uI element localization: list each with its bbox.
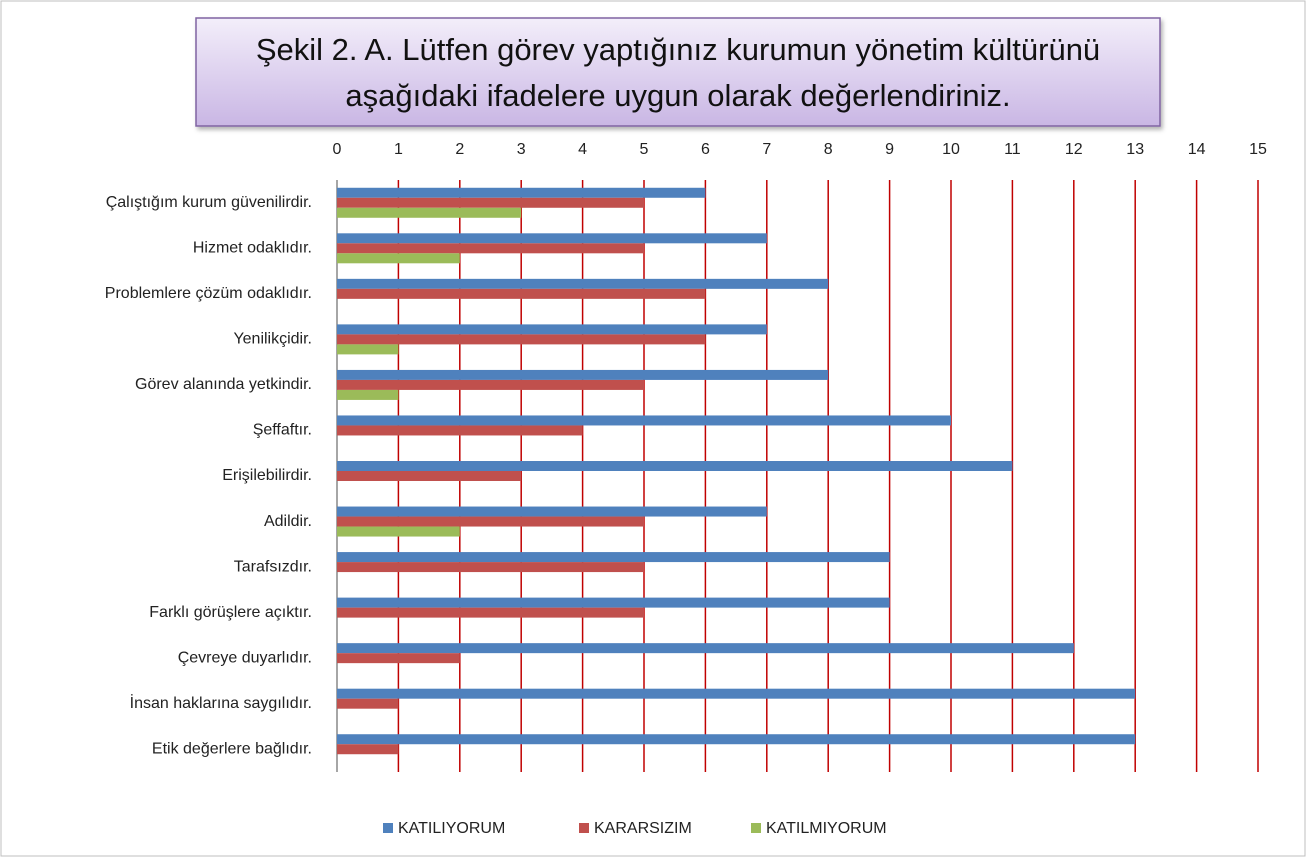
y-tick-label: Farklı görüşlere açıktır.: [149, 604, 312, 621]
x-tick-label: 5: [640, 141, 649, 158]
title-box: [195, 17, 1161, 127]
bar: [337, 389, 399, 400]
bar: [337, 233, 767, 244]
bar: [337, 653, 460, 664]
bar: [337, 197, 644, 208]
y-tick-label: Hizmet odaklıdır.: [193, 240, 312, 257]
x-tick-label: 12: [1065, 141, 1083, 158]
y-tick-label: Etik değerlere bağlıdır.: [152, 740, 312, 757]
y-tick-label: Problemlere çözüm odaklıdır.: [105, 285, 312, 302]
bar: [337, 369, 829, 380]
legend-label: KATILMIYORUM: [766, 820, 887, 837]
bar: [337, 643, 1074, 654]
bar: [337, 698, 399, 709]
bar: [337, 379, 644, 390]
x-tick-label: 10: [942, 141, 960, 158]
x-tick-label: 11: [1004, 141, 1021, 158]
y-tick-label: Görev alanında yetkindir.: [135, 376, 312, 393]
bar: [337, 607, 644, 618]
bar: [337, 243, 644, 254]
x-tick-label: 13: [1126, 141, 1144, 158]
legend-swatch: [751, 823, 761, 833]
x-tick-label: 2: [455, 141, 464, 158]
y-tick-label: Adildir.: [264, 513, 312, 530]
y-tick-label: İnsan haklarına saygılıdır.: [130, 693, 312, 712]
bar: [337, 344, 399, 355]
x-tick-label: 9: [885, 141, 894, 158]
x-tick-label: 14: [1188, 141, 1206, 158]
x-tick-label: 8: [824, 141, 833, 158]
bar: [337, 425, 583, 436]
chart-title: aşağıdaki ifadelere uygun olarak değerle…: [345, 78, 1010, 113]
bar: [337, 516, 644, 527]
x-tick-label: 0: [333, 141, 342, 158]
legend-swatch: [579, 823, 589, 833]
x-tick-label: 7: [762, 141, 771, 158]
bar: [337, 415, 951, 426]
x-tick-label: 15: [1249, 141, 1267, 158]
x-tick-label: 1: [394, 141, 403, 158]
bar: [337, 526, 460, 537]
bar: [337, 744, 399, 755]
bar: [337, 278, 829, 289]
y-tick-label: Yenilikçidir.: [233, 331, 312, 348]
bar: [337, 324, 767, 335]
y-tick-label: Erişilebilirdir.: [222, 467, 312, 484]
bar: [337, 562, 644, 573]
bar: [337, 552, 890, 563]
legend-label: KARARSIZIM: [594, 820, 692, 837]
y-tick-label: Çalıştığım kurum güvenilirdir.: [106, 194, 312, 211]
y-tick-label: Şeffaftır.: [253, 422, 312, 439]
y-tick-label: Çevreye duyarlıdır.: [178, 649, 312, 666]
legend-label: KATILIYORUM: [398, 820, 505, 837]
bar: [337, 597, 890, 608]
bar: [337, 334, 706, 345]
bar: [337, 288, 706, 299]
y-tick-label: Tarafsızdır.: [234, 558, 312, 575]
x-tick-label: 4: [578, 141, 587, 158]
chart-title: Şekil 2. A. Lütfen görev yaptığınız kuru…: [256, 32, 1100, 67]
bar: [337, 471, 522, 481]
bar: [337, 253, 460, 264]
bar: [337, 461, 1013, 471]
bar: [337, 734, 1136, 745]
x-tick-label: 6: [701, 141, 710, 158]
bar: [337, 207, 522, 218]
legend-swatch: [383, 823, 393, 833]
bar: [337, 506, 767, 517]
bar: [337, 187, 706, 198]
bar: [337, 688, 1136, 699]
x-tick-label: 3: [517, 141, 526, 158]
